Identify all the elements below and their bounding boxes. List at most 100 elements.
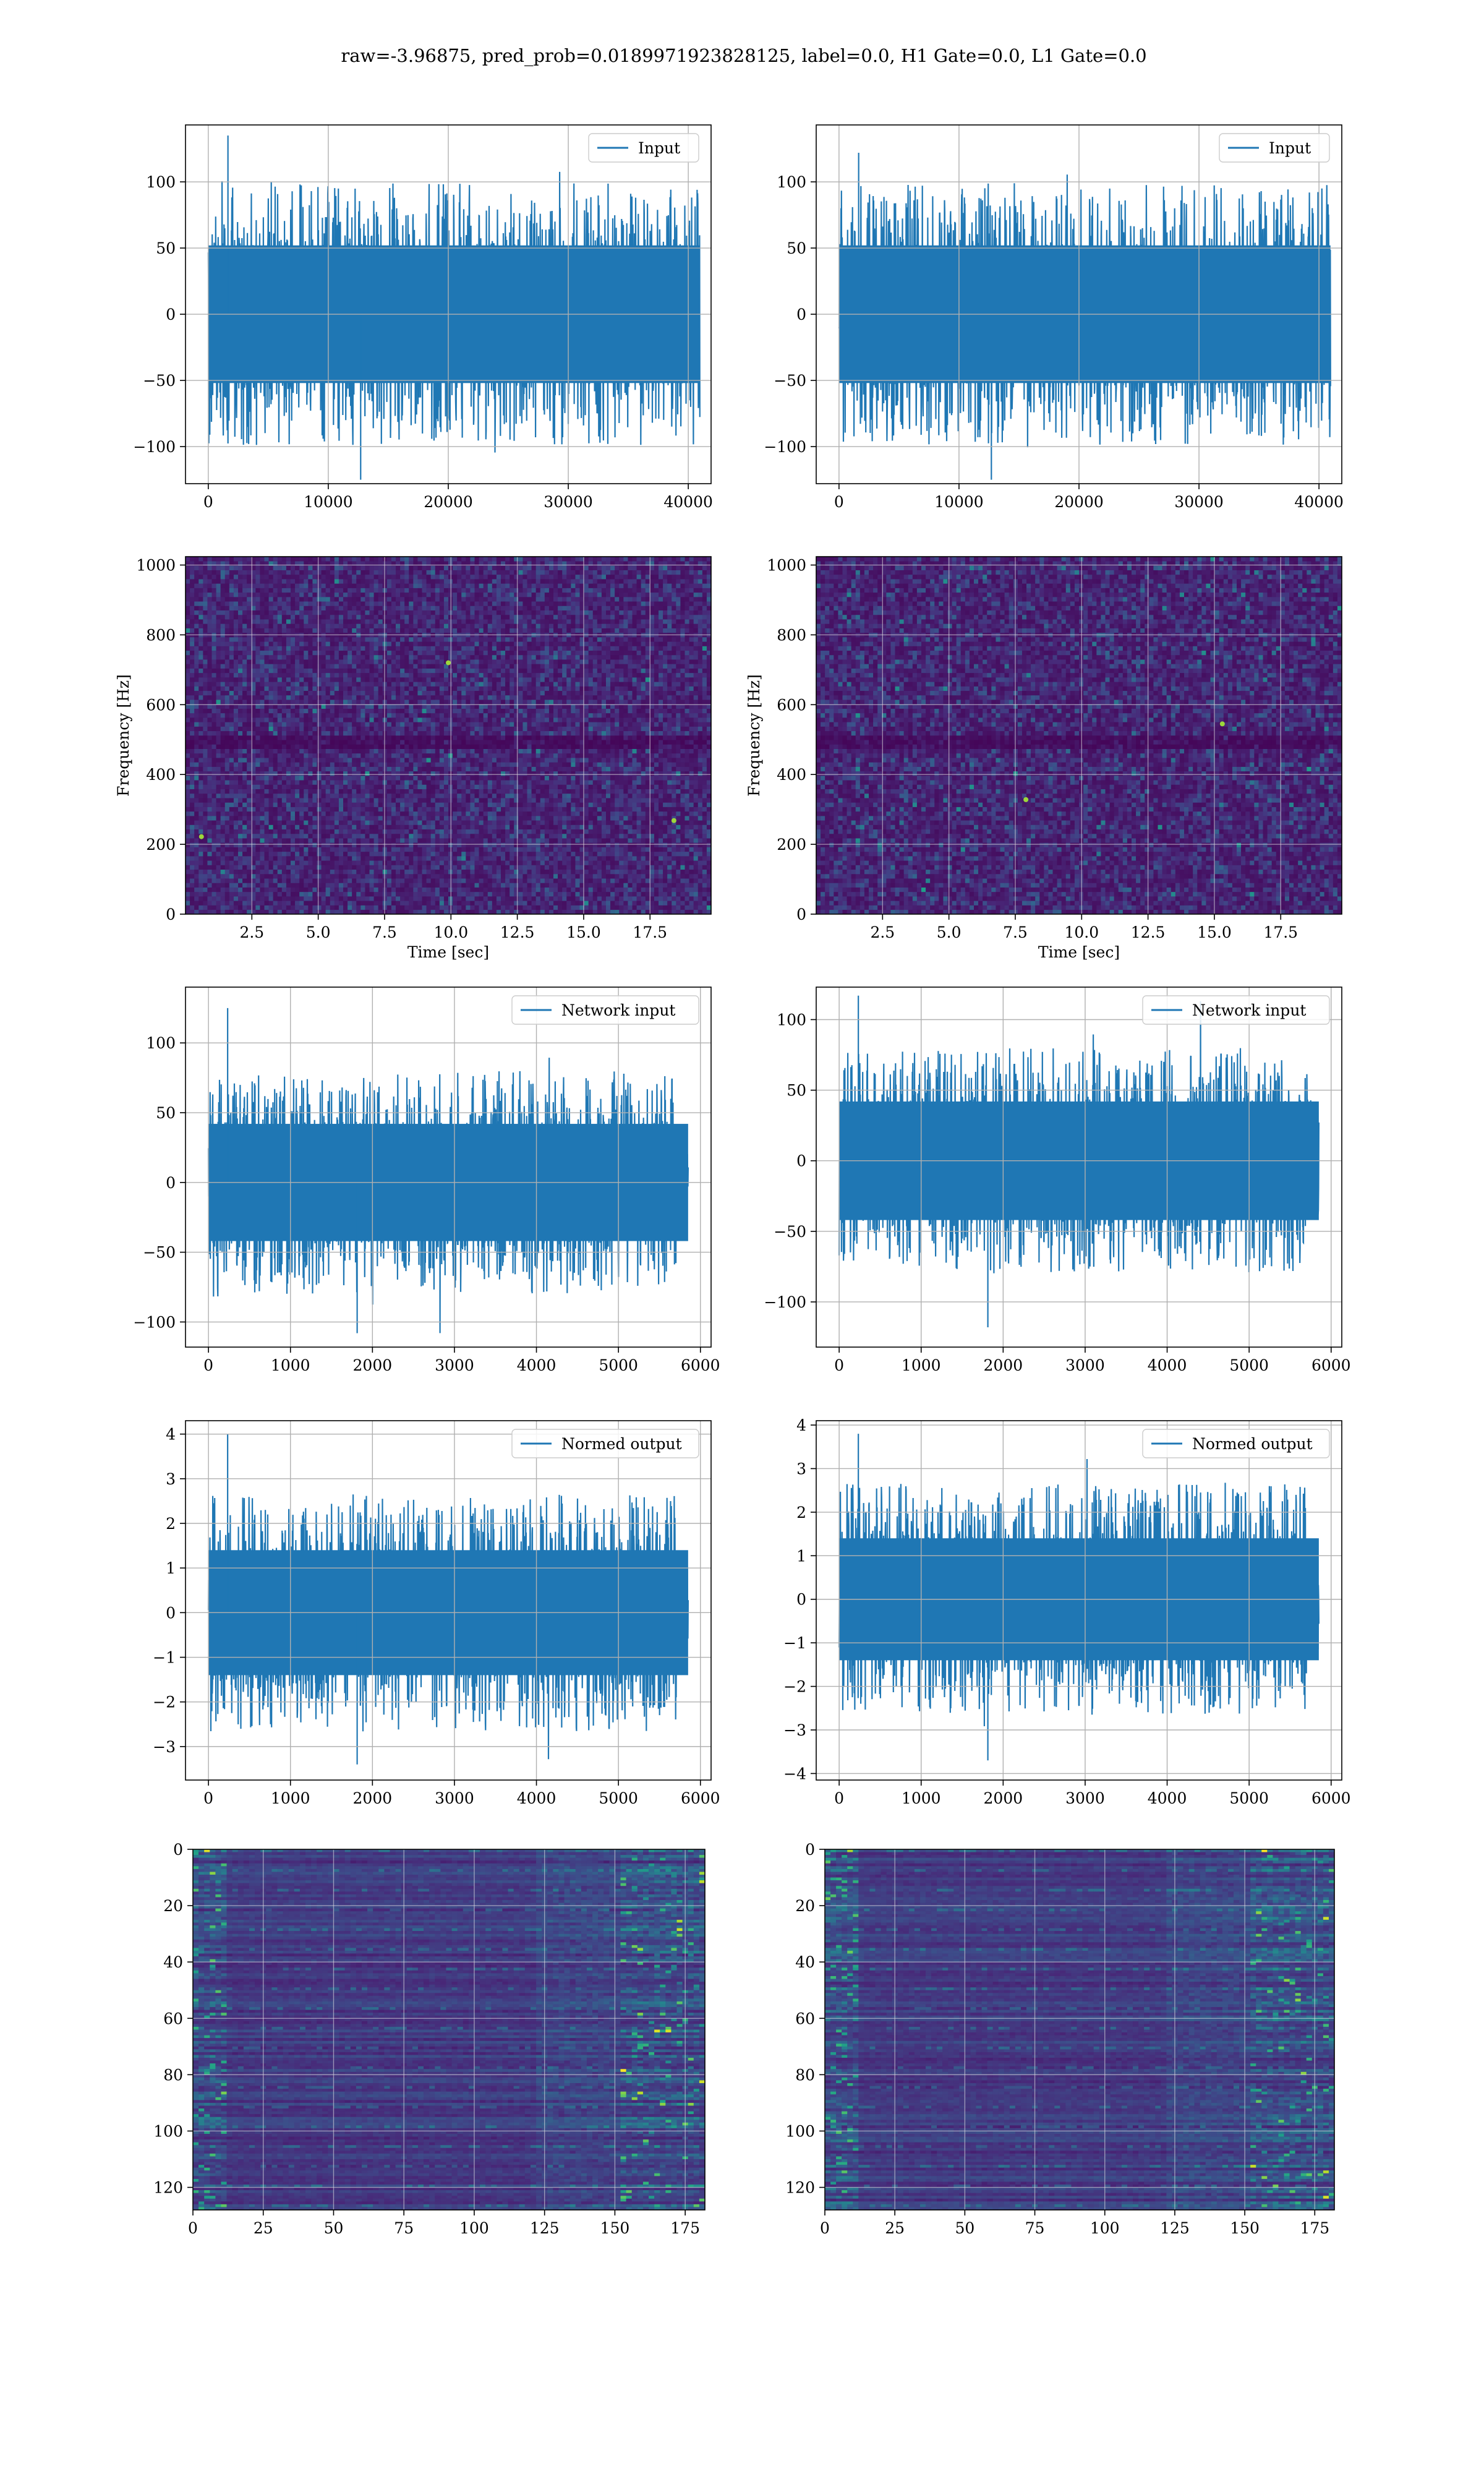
spectrogram-cell bbox=[592, 838, 598, 843]
spectrogram-cell bbox=[619, 744, 624, 749]
spectrogram-cell bbox=[391, 766, 396, 772]
spectrogram-cell bbox=[483, 811, 488, 816]
spectrogram-cell bbox=[286, 730, 291, 736]
spectrogram-cell bbox=[190, 807, 195, 812]
spectrogram-cell bbox=[220, 824, 226, 830]
spectrogram-cell bbox=[676, 824, 681, 830]
spectrogram-cell bbox=[540, 735, 545, 740]
spectrogram-cell bbox=[198, 802, 203, 807]
spectrogram-cell bbox=[242, 740, 247, 745]
spectrogram-cell bbox=[645, 883, 650, 888]
spectrogram-cell bbox=[198, 869, 203, 875]
spectrogram-cell bbox=[277, 833, 283, 839]
spectrogram-cell bbox=[321, 753, 326, 758]
spectrogram-cell bbox=[251, 762, 256, 767]
spectrogram-cell bbox=[667, 856, 672, 861]
spectrogram-cell bbox=[413, 789, 418, 794]
spectrogram-cell bbox=[676, 869, 681, 875]
spectrogram-cell bbox=[588, 873, 594, 879]
spectrogram-cell bbox=[615, 753, 620, 758]
spectrogram-cell bbox=[479, 820, 484, 825]
spectrogram-cell bbox=[667, 909, 672, 914]
spectrogram-cell bbox=[186, 784, 190, 789]
spectrogram-cell bbox=[321, 824, 326, 830]
spectrogram-cell bbox=[378, 856, 383, 861]
spectrogram-cell bbox=[422, 811, 427, 816]
spectrogram-cell bbox=[338, 824, 344, 830]
spectrogram-cell bbox=[291, 860, 296, 865]
spectrogram-cell bbox=[404, 820, 409, 825]
spectrogram-cell bbox=[186, 824, 190, 830]
spectrogram-cell bbox=[689, 829, 694, 834]
spectrogram-cell bbox=[291, 784, 296, 789]
spectrogram-cell bbox=[304, 784, 309, 789]
x-tick-label: 0 bbox=[834, 493, 844, 511]
spectrogram-cell bbox=[277, 740, 283, 745]
spectrogram-cell bbox=[325, 776, 331, 781]
spectrogram-cell bbox=[330, 780, 335, 785]
spectrogram-cell bbox=[706, 816, 711, 821]
spectrogram-cell bbox=[697, 789, 703, 794]
spectrogram-cell bbox=[680, 762, 685, 767]
spectrogram-cell bbox=[588, 901, 594, 905]
spectrogram-cell bbox=[373, 735, 378, 740]
spectrogram-cell bbox=[562, 740, 567, 745]
spectrogram-cell bbox=[470, 748, 475, 754]
spectrogram-cell bbox=[295, 802, 300, 807]
spectrogram-cell bbox=[597, 820, 602, 825]
spectrogram-cell bbox=[706, 753, 711, 758]
spectrogram-cell bbox=[238, 865, 243, 870]
spectrogram-cell bbox=[667, 860, 672, 865]
spectrogram-cell bbox=[518, 833, 523, 839]
spectrogram-cell bbox=[186, 891, 190, 897]
spectrogram-cell bbox=[352, 766, 357, 772]
spectrogram-cell bbox=[260, 856, 265, 861]
spectrogram-cell bbox=[649, 883, 655, 888]
spectrogram-cell bbox=[190, 744, 195, 749]
spectrogram-cell bbox=[601, 869, 607, 875]
spectrogram-cell bbox=[378, 807, 383, 812]
spectrogram-cell bbox=[308, 730, 313, 736]
spectrogram-cell bbox=[588, 905, 594, 910]
spectrogram-cell bbox=[479, 758, 484, 763]
spectrogram-cell bbox=[291, 824, 296, 830]
spectrogram-cell bbox=[544, 820, 550, 825]
spectrogram-cell bbox=[522, 833, 527, 839]
spectrogram-cell bbox=[487, 807, 493, 812]
spectrogram-cell bbox=[680, 744, 685, 749]
spectrogram-cell bbox=[466, 838, 471, 843]
spectrogram-cell bbox=[334, 869, 339, 875]
spectrogram-cell bbox=[422, 891, 427, 897]
spectrogram-cell bbox=[592, 847, 598, 852]
spectrogram-cell bbox=[702, 784, 707, 789]
spectrogram-cell bbox=[592, 856, 598, 861]
spectrogram-cell bbox=[268, 873, 273, 879]
spectrogram-cell bbox=[531, 762, 536, 767]
spectrogram-cell bbox=[396, 833, 401, 839]
spectrogram-cell bbox=[623, 744, 628, 749]
spectrogram-cell bbox=[260, 758, 265, 763]
spectrogram-cell bbox=[233, 776, 239, 781]
spectrogram-cell bbox=[207, 873, 212, 879]
spectrogram-cell bbox=[676, 860, 681, 865]
spectrogram-cell bbox=[487, 816, 493, 821]
spectrogram-cell bbox=[413, 735, 418, 740]
spectrogram-cell bbox=[531, 829, 536, 834]
spectrogram-cell bbox=[645, 740, 650, 745]
spectrogram-cell bbox=[338, 748, 344, 754]
spectrogram-cell bbox=[457, 802, 462, 807]
spectrogram-cell bbox=[628, 771, 633, 776]
spectrogram-cell bbox=[417, 833, 422, 839]
spectrogram-cell bbox=[663, 869, 668, 875]
spectrogram-cell bbox=[601, 851, 607, 857]
spectrogram-cell bbox=[299, 811, 304, 816]
spectrogram-cell bbox=[483, 780, 488, 785]
spectrogram-cell bbox=[299, 856, 304, 861]
spectrogram-cell bbox=[255, 776, 260, 781]
spectrogram-cell bbox=[479, 730, 484, 736]
spectrogram-cell bbox=[396, 865, 401, 870]
spectrogram-cell bbox=[251, 748, 256, 754]
spectrogram-cell bbox=[203, 833, 208, 839]
spectrogram-cell bbox=[684, 735, 689, 740]
